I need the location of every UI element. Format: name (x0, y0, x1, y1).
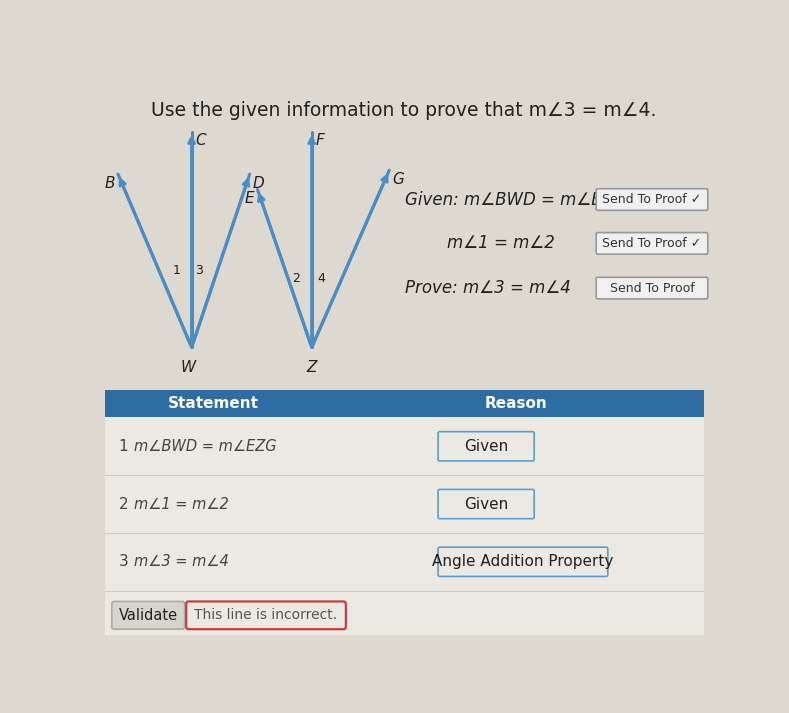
Text: 1: 1 (172, 264, 180, 277)
FancyBboxPatch shape (105, 417, 704, 641)
Text: m∠1 = m∠2: m∠1 = m∠2 (134, 496, 229, 511)
Text: Send To Proof ✓: Send To Proof ✓ (602, 193, 701, 206)
Text: 1: 1 (119, 438, 129, 453)
Text: This line is incorrect.: This line is incorrect. (194, 608, 338, 622)
FancyBboxPatch shape (105, 390, 704, 417)
FancyBboxPatch shape (596, 189, 708, 210)
Text: 3: 3 (119, 554, 129, 569)
Text: 2: 2 (292, 272, 300, 284)
Text: Validate: Validate (118, 607, 178, 623)
Text: Use the given information to prove that m∠3 = m∠4.: Use the given information to prove that … (151, 101, 656, 120)
Text: F: F (316, 133, 324, 148)
Text: Send To Proof ✓: Send To Proof ✓ (602, 237, 701, 250)
Text: m∠1 = m∠2: m∠1 = m∠2 (447, 235, 555, 252)
Text: m∠BWD = m∠EZG: m∠BWD = m∠EZG (134, 438, 277, 453)
Text: Prove: m∠3 = m∠4: Prove: m∠3 = m∠4 (405, 279, 570, 297)
Text: 3: 3 (196, 264, 204, 277)
Text: Z: Z (306, 359, 317, 374)
Text: W: W (180, 359, 196, 374)
Text: m∠3 = m∠4: m∠3 = m∠4 (134, 554, 229, 569)
Text: 2: 2 (119, 496, 129, 511)
Text: Reason: Reason (484, 396, 547, 411)
FancyBboxPatch shape (186, 602, 346, 629)
Text: D: D (252, 175, 264, 190)
Text: Given: Given (464, 438, 508, 453)
FancyBboxPatch shape (438, 547, 608, 576)
Text: Angle Addition Property: Angle Addition Property (432, 554, 614, 569)
FancyBboxPatch shape (438, 431, 534, 461)
Text: 4: 4 (317, 272, 325, 284)
FancyBboxPatch shape (596, 232, 708, 255)
Text: B: B (104, 175, 115, 190)
FancyBboxPatch shape (596, 277, 708, 299)
Text: Statement: Statement (168, 396, 259, 411)
FancyBboxPatch shape (112, 602, 185, 629)
Text: Given: m∠BWD = m∠EZG: Given: m∠BWD = m∠EZG (405, 190, 626, 208)
Text: Send To Proof: Send To Proof (610, 282, 694, 294)
Text: C: C (196, 133, 206, 148)
Text: G: G (392, 172, 404, 187)
Text: E: E (245, 191, 254, 206)
FancyBboxPatch shape (438, 489, 534, 518)
Text: Given: Given (464, 496, 508, 511)
